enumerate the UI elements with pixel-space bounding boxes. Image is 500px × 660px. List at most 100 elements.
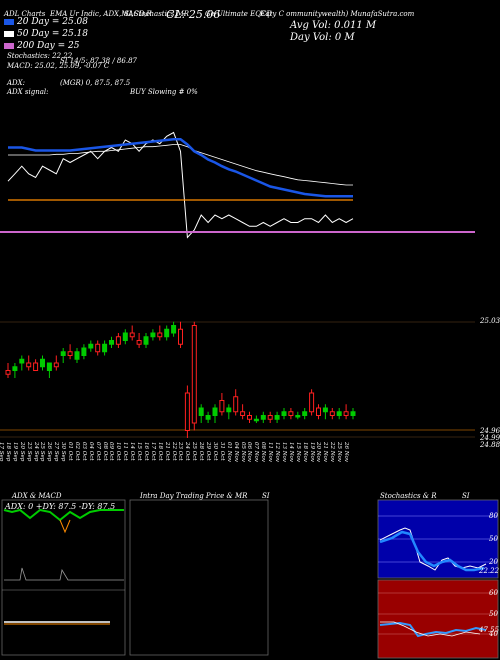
rsi-last-value: 47.55 (479, 626, 500, 634)
candle-body (295, 415, 301, 418)
ema50-line (8, 144, 353, 186)
candle-body (33, 362, 39, 371)
candle-body (219, 400, 225, 413)
candle-body (81, 347, 87, 356)
candle-body (260, 415, 266, 420)
si-panel-title: SI (262, 492, 270, 500)
candle-body (26, 362, 32, 368)
candle-body (102, 343, 108, 353)
candle-body (178, 328, 183, 345)
candle-body (309, 392, 315, 413)
candle-body (19, 358, 25, 364)
candle-body (329, 411, 335, 416)
stoch-tick-50: 50 (489, 535, 498, 543)
close-label: CL: 25.06 (166, 8, 221, 21)
stoch-d-line (379, 530, 485, 572)
legend-ema200-label: 200 Day = 25 (17, 41, 80, 51)
candle-body (226, 407, 232, 413)
candle-body (74, 351, 80, 360)
rsi-panel (377, 579, 499, 659)
rsi-tick-50: 50 (489, 610, 498, 618)
adx-panel-title: ADX & MACD (12, 492, 62, 500)
legend-ema200: 200 Day = 25 (4, 41, 79, 51)
candle-body (88, 343, 94, 349)
candle-body (40, 358, 45, 368)
stat-adx-signal: ADX signal: (7, 88, 49, 96)
intraday-panel-frame (129, 499, 269, 656)
legend-ema20-label: 20 Day = 25.08 (17, 17, 89, 27)
main-chart (0, 131, 475, 438)
candle-body (95, 343, 101, 353)
candle-body (184, 392, 190, 431)
intraday-panel-title: Intra Day Trading Price & MR (140, 492, 248, 500)
candle-body (191, 325, 197, 424)
candle-body (281, 411, 287, 416)
header-code: ADL Charts (4, 10, 46, 18)
header-company: Eqty C ommunitywealth) MunafaSutra.com (260, 10, 415, 18)
header-stoch: SI,Stochastics,MR (124, 10, 190, 18)
avg-vol: Avg Vol: 0.011 M (290, 20, 377, 31)
adx-panel-label: ADX: 0 +DY: 87.5 -DY: 87.5 (5, 502, 116, 511)
ema20-line (8, 137, 353, 198)
candle-body (12, 366, 18, 371)
candle-body (212, 407, 218, 416)
candle-body (205, 415, 211, 420)
stat-adx: ADX: (7, 79, 26, 87)
adx-panel-frame (1, 499, 126, 656)
rsi-tick-60: 60 (489, 589, 498, 597)
adx-plus-dy-line (3, 508, 124, 522)
candle-body (350, 411, 356, 416)
day-vol: Day Vol: 0 M (290, 32, 355, 43)
close-line (7, 131, 354, 239)
stoch-last-value: 22.22 (479, 567, 500, 575)
adx-line (4, 567, 124, 581)
candle-body (302, 411, 308, 416)
mrsi-line (380, 621, 481, 637)
stoch-tick-80: 80 (489, 512, 498, 520)
adx-minus-dy-line (59, 519, 71, 534)
candle-body (247, 415, 252, 420)
candle-body (316, 407, 321, 416)
rsi-tick-40: 40 (489, 630, 498, 638)
candle-body (343, 411, 349, 416)
legend-ema50-label: 50 Day = 25.18 (17, 29, 89, 39)
stoch-tick-20: 20 (489, 558, 498, 566)
stat-macd: MACD: 25.02, 25.09, -0.07 C (7, 62, 110, 70)
price-label-top: 25.03 (480, 317, 500, 325)
candle-body (267, 415, 273, 420)
stoch-panel-title: Stochastics & R (380, 492, 437, 500)
price-label-low1: 24.96 (480, 427, 500, 435)
candle-body (143, 336, 149, 345)
legend-ema50: 50 Day = 25.18 (4, 29, 88, 39)
legend-swatch-ema20 (4, 18, 14, 25)
candle-body (233, 396, 239, 413)
candle-body (129, 332, 135, 338)
candle-body (157, 332, 163, 338)
stat-stochastics: Stochastics: 22.22 (7, 52, 73, 60)
header-ticker-note: Ge Ultimate EQCD (205, 10, 272, 18)
legend-swatch-ema200 (4, 42, 14, 49)
candle-body (198, 407, 204, 416)
stat-si: SI 14/5: 87.38 / 86.87 (60, 57, 137, 65)
header-indicators: EMA Ur Indic, ADX,MACD,R (50, 10, 152, 18)
candle-body (136, 340, 142, 345)
candle-body (53, 362, 59, 368)
stat-buy: BUY Slowing # 0% (130, 88, 198, 96)
candle-body (336, 411, 342, 416)
stat-mgr: (MGR) 0, 87.5, 87.5 (60, 79, 131, 87)
candle-body (5, 370, 11, 375)
rsi-line (379, 621, 487, 638)
candle-body (240, 411, 246, 416)
legend-ema20: 20 Day = 25.08 (4, 17, 88, 27)
candle-body (122, 332, 128, 341)
candle-body (46, 362, 52, 371)
candle-body (274, 415, 280, 420)
stoch-k-line (379, 527, 487, 571)
stoch-panel-si: SI (462, 492, 470, 500)
price-label-low2: 24.99 (480, 434, 500, 442)
candle-body (164, 328, 170, 338)
legend-swatch-ema50 (4, 30, 14, 37)
candle-body (171, 325, 177, 334)
candle-body (288, 411, 294, 416)
